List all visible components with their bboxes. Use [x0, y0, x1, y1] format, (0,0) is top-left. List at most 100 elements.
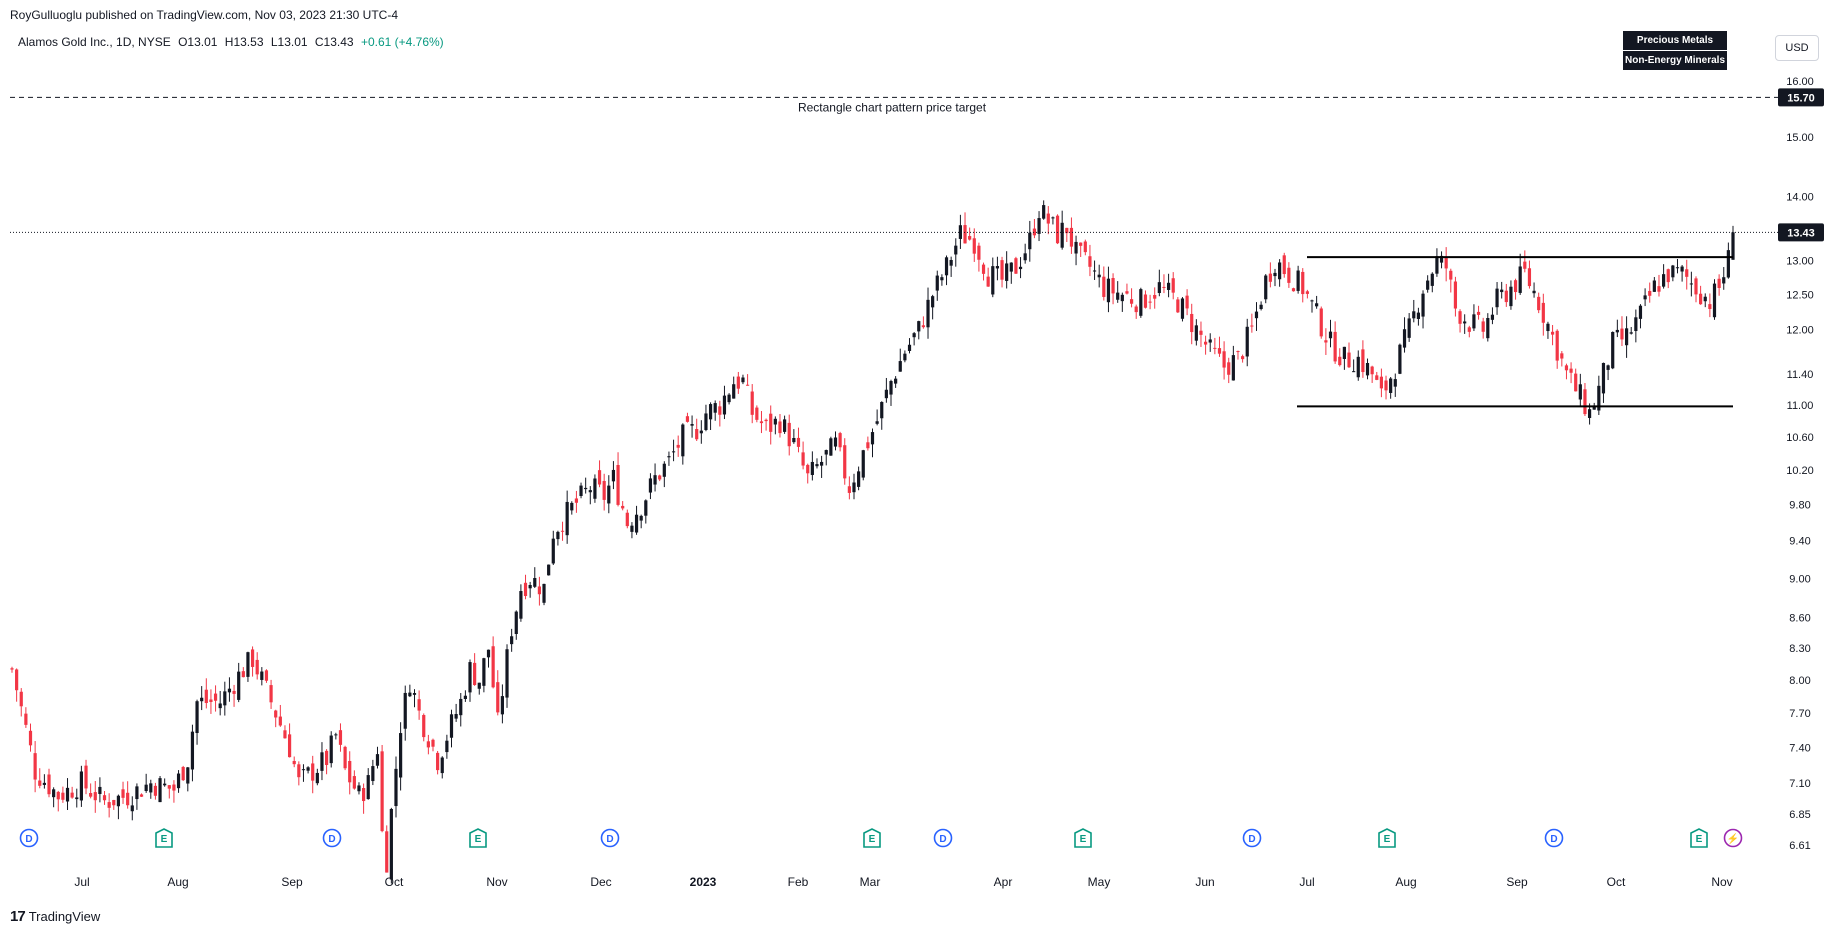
candle-body	[496, 682, 500, 713]
dividend-marker-icon[interactable]: D	[322, 828, 342, 848]
candle-body	[1675, 267, 1680, 269]
candle-body	[320, 752, 324, 771]
dividend-marker-icon[interactable]: D	[1544, 828, 1564, 848]
candle-body	[1365, 362, 1370, 376]
dividend-marker-icon[interactable]: D	[1242, 828, 1262, 848]
candle-body	[1361, 349, 1365, 373]
footer-brand[interactable]: 17 TradingView	[10, 908, 100, 925]
candle-body	[889, 381, 893, 395]
earnings-marker-icon[interactable]: E	[1378, 828, 1396, 848]
candle-body	[1375, 375, 1379, 380]
candle-body	[1416, 312, 1421, 319]
svg-text:D: D	[25, 834, 32, 845]
candle-body	[1328, 331, 1333, 339]
candle-body	[121, 789, 125, 798]
y-tick-label: 16.00	[1786, 76, 1814, 88]
candle-body	[912, 333, 916, 338]
candle-body	[399, 733, 403, 778]
candle-body	[1194, 325, 1198, 341]
candle-body	[1699, 293, 1703, 305]
candle-body	[149, 783, 153, 793]
candle-body	[745, 384, 750, 386]
candle-body	[1352, 371, 1356, 373]
candle-body	[176, 773, 181, 789]
candle-body	[741, 377, 745, 383]
candle-body	[857, 471, 861, 487]
candle-body	[107, 802, 111, 808]
candle-body	[482, 658, 486, 686]
candle-body	[1412, 311, 1416, 319]
candle-body	[1088, 256, 1092, 267]
candle-body	[1486, 318, 1490, 339]
candle-body	[1097, 274, 1101, 278]
candle-body	[1430, 273, 1434, 286]
x-tick-label: Feb	[788, 875, 809, 889]
candle-body	[1439, 255, 1444, 263]
candle-body	[1476, 311, 1481, 315]
open-value: O13.01	[178, 35, 218, 49]
candle-body	[1472, 314, 1476, 329]
earnings-marker-icon[interactable]: E	[1074, 828, 1092, 848]
candle-body	[644, 500, 648, 516]
candle-body	[116, 795, 121, 807]
candle-body	[47, 774, 51, 795]
candle-body	[963, 225, 967, 244]
candle-body	[1597, 385, 1601, 411]
sector-badge[interactable]: Precious Metals	[1623, 31, 1727, 50]
candle-body	[921, 325, 925, 328]
currency-button[interactable]: USD	[1775, 35, 1819, 61]
earnings-marker-icon[interactable]: E	[863, 828, 881, 848]
candle-body	[736, 376, 740, 389]
candle-body	[102, 795, 107, 801]
candle-body	[1111, 278, 1115, 294]
industry-badge[interactable]: Non-Energy Minerals	[1623, 51, 1727, 70]
candle-body	[1356, 356, 1360, 378]
candle-body	[1389, 378, 1393, 393]
candle-body	[1185, 295, 1189, 309]
x-tick-label: Jul	[1299, 875, 1314, 889]
candle-body	[1652, 280, 1656, 292]
candle-body	[260, 671, 264, 680]
candle-body	[1338, 356, 1342, 366]
candle-body	[1638, 305, 1643, 319]
event-markers[interactable]: D E D E D E D E D E D E ⚡	[19, 828, 1743, 848]
candle-body	[287, 734, 292, 758]
candle-body	[653, 475, 657, 485]
dividend-marker-icon[interactable]: D	[933, 828, 953, 848]
candle-body	[1042, 205, 1046, 219]
split-marker-icon[interactable]: ⚡	[1723, 828, 1743, 848]
dividend-marker-icon[interactable]: D	[600, 828, 620, 848]
price-chart[interactable]: 16.00 15.00 14.00 13.00 12.50 12.00 11.40 11.00…	[0, 0, 1835, 900]
earnings-marker-icon[interactable]: E	[155, 828, 173, 848]
candle-body	[1315, 303, 1319, 307]
candle-body	[486, 649, 491, 658]
x-tick-label: Mar	[860, 875, 881, 889]
candle-body	[1301, 271, 1305, 295]
candle-body	[810, 461, 814, 475]
dividend-marker-icon[interactable]: D	[19, 828, 39, 848]
candle-body	[301, 769, 306, 771]
candle-body	[468, 662, 472, 693]
candle-body	[278, 716, 282, 726]
candle-body	[1537, 296, 1541, 311]
tradingview-logo-icon: 17	[10, 908, 26, 925]
candle-body	[1426, 280, 1430, 290]
candle-body	[884, 389, 888, 399]
candle-body	[782, 419, 787, 432]
earnings-marker-icon[interactable]: E	[1690, 828, 1708, 848]
candle-body	[186, 767, 190, 784]
y-tick-label: 14.00	[1786, 191, 1814, 203]
candle-body	[204, 689, 208, 704]
candle-body	[1402, 329, 1407, 348]
candle-body	[24, 713, 28, 725]
candle-body	[1564, 365, 1569, 371]
candle-body	[806, 464, 810, 474]
x-tick-label: Dec	[590, 875, 611, 889]
candle-body	[218, 703, 222, 709]
earnings-marker-icon[interactable]: E	[469, 828, 487, 848]
candle-body	[1079, 242, 1083, 246]
candle-body	[417, 699, 421, 711]
candle-body	[681, 424, 685, 457]
candle-body	[209, 699, 213, 702]
candle-body	[843, 445, 847, 479]
